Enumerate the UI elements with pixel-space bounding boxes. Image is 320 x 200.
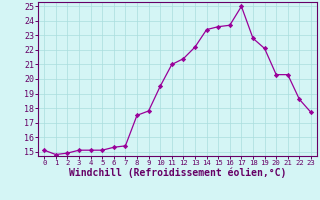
X-axis label: Windchill (Refroidissement éolien,°C): Windchill (Refroidissement éolien,°C) <box>69 168 286 178</box>
